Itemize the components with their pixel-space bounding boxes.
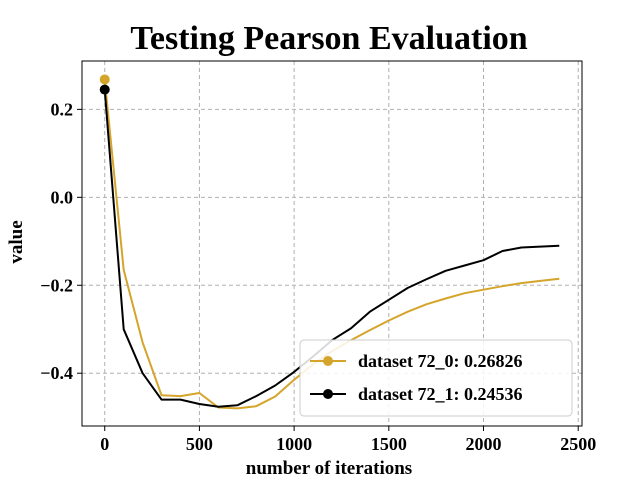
legend-box (299, 339, 573, 417)
y-tick-label: 0.2 (51, 99, 74, 119)
x-tick-label: 2000 (466, 434, 502, 454)
x-tick-label: 1000 (276, 434, 312, 454)
legend-marker-1 (323, 389, 333, 399)
plot-frame (81, 60, 583, 427)
series-start-point-0 (99, 74, 110, 85)
y-tick-label: −0.4 (40, 363, 73, 383)
chart-title: Testing Pearson Evaluation (130, 20, 527, 57)
legend-marker-0 (323, 356, 333, 366)
ticks: 0 500 1000 1500 2000 2500 −0.4 −0.2 0.0 0.2 (40, 99, 596, 454)
legend: dataset 72_0: 0.26826 dataset 72_1: 0.245… (299, 339, 573, 417)
y-tick-label: −0.2 (40, 275, 73, 295)
series-start-point-1 (99, 84, 110, 95)
x-tick-label: 2500 (560, 434, 596, 454)
y-axis-label: value (6, 220, 27, 263)
x-axis-label: number of iterations (246, 458, 412, 479)
legend-label-0: dataset 72_0: 0.26826 (358, 351, 523, 371)
x-tick-label: 1500 (371, 434, 407, 454)
legend-label-1: dataset 72_1: 0.24536 (358, 384, 523, 404)
x-tick-label: 500 (186, 434, 213, 454)
x-tick-label: 0 (100, 434, 109, 454)
y-tick-label: 0.0 (51, 187, 74, 207)
